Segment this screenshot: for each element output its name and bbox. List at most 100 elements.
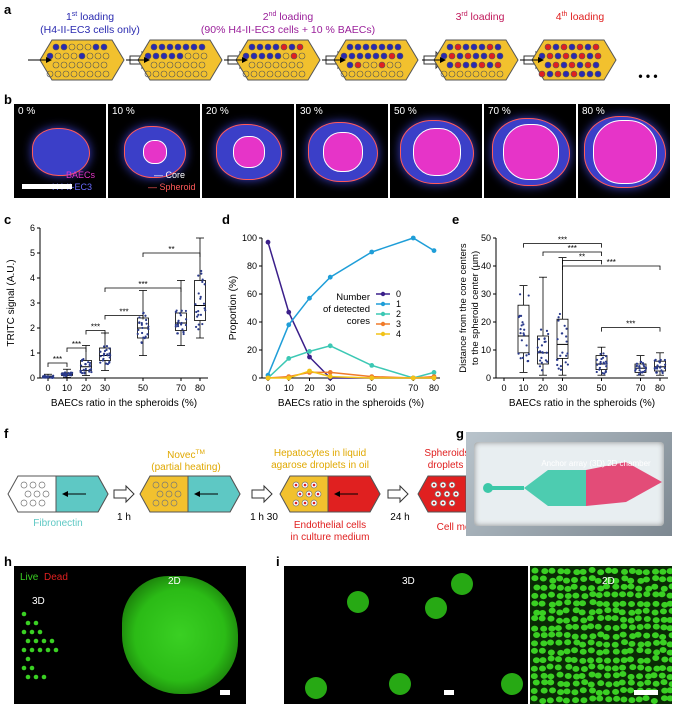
chip-well <box>396 52 404 60</box>
data-point <box>197 274 200 277</box>
chip-body <box>39 39 125 81</box>
f-well <box>314 490 322 498</box>
data-point <box>638 367 641 370</box>
data-point <box>518 314 521 318</box>
legend-swatch-dot <box>380 321 386 327</box>
data-point <box>42 375 45 378</box>
chip-well <box>256 61 264 69</box>
chip-well <box>266 70 274 78</box>
data-point <box>138 321 141 324</box>
cell-2d <box>556 593 564 600</box>
chip-well <box>100 61 108 69</box>
cell-2d <box>642 576 650 583</box>
cell-2d <box>621 639 629 646</box>
chip-well <box>248 61 256 69</box>
chip-well <box>258 52 266 60</box>
chip-well <box>562 70 570 78</box>
data-point <box>106 362 109 366</box>
novec-label: NovecTM <box>167 449 205 461</box>
data-point <box>141 326 144 330</box>
data-point <box>175 309 178 312</box>
data-point <box>563 324 566 327</box>
sig-label: ** <box>168 245 174 254</box>
chip-well <box>274 70 282 78</box>
data-point <box>659 358 662 362</box>
data-point <box>517 352 520 355</box>
cell-2d <box>530 687 538 694</box>
y-tick-label: 40 <box>247 317 257 327</box>
cell-2d <box>532 679 540 686</box>
y-tick-label: 5 <box>30 248 35 258</box>
y-tick-label: 80 <box>247 261 257 271</box>
data-point <box>604 370 607 373</box>
panel-label-i: i <box>276 554 280 569</box>
series-point-3 <box>410 375 416 381</box>
cell-2d <box>605 567 613 574</box>
cell-2d <box>628 640 636 647</box>
data-point <box>559 354 562 357</box>
data-point <box>543 337 546 340</box>
data-point <box>527 353 530 356</box>
data-point <box>544 340 547 343</box>
data-point <box>539 328 543 331</box>
chip-well <box>68 43 76 51</box>
spheroid-3d <box>33 674 39 680</box>
data-point <box>43 374 46 377</box>
cell-2d <box>620 623 628 630</box>
chip-well <box>396 70 404 78</box>
cell-2d <box>539 697 547 704</box>
chip-well <box>176 52 184 60</box>
f-cell <box>432 483 436 487</box>
cell-2d <box>555 631 563 638</box>
chip-well <box>348 70 356 78</box>
data-point <box>642 370 645 373</box>
cell-2d <box>540 584 548 591</box>
step1-title: 1st loading <box>66 11 114 23</box>
series-point-4 <box>307 368 312 374</box>
cell-2d <box>604 577 612 584</box>
step4-title: 4th loading <box>556 11 605 23</box>
cell-2d <box>589 633 597 640</box>
f-well <box>170 481 178 489</box>
data-point <box>83 372 86 375</box>
data-point <box>635 364 638 368</box>
cell-2d <box>572 607 580 614</box>
cell-2d <box>579 657 587 664</box>
data-point <box>522 334 526 337</box>
panel-i-image-3d: 3D <box>284 566 528 704</box>
cell-2d <box>653 649 661 656</box>
spheroid-3d <box>49 638 55 644</box>
cell-2d <box>636 624 644 631</box>
chip-well <box>298 52 306 60</box>
data-point <box>541 351 544 354</box>
cell-2d <box>539 657 547 664</box>
cell-2d <box>644 665 652 672</box>
f-cell <box>303 483 307 487</box>
f-well <box>29 481 37 489</box>
f-well <box>310 481 318 489</box>
microscopy-tile: 30 % <box>296 104 388 198</box>
data-point <box>655 366 659 369</box>
cell-2d <box>651 632 659 639</box>
cell-2d <box>597 569 605 576</box>
box <box>654 360 666 372</box>
cell-2d <box>612 583 620 590</box>
data-point <box>87 361 90 364</box>
f-cell <box>294 501 298 505</box>
cell-2d <box>530 647 538 654</box>
cell-2d <box>596 649 604 656</box>
chip-well <box>198 43 206 51</box>
cell-2d <box>602 648 610 655</box>
cell-2d <box>573 673 581 680</box>
cell-2d <box>652 575 660 582</box>
cell-2d <box>581 593 589 600</box>
sig-label: ** <box>579 252 585 261</box>
cell-2d <box>571 616 579 623</box>
cell-2d <box>643 623 651 630</box>
series-point-1 <box>265 372 271 378</box>
f-well <box>24 490 32 498</box>
spheroid-blob <box>32 128 90 176</box>
f-well <box>42 490 50 498</box>
cell-2d <box>548 601 556 608</box>
y-tick-label: 20 <box>481 317 491 327</box>
